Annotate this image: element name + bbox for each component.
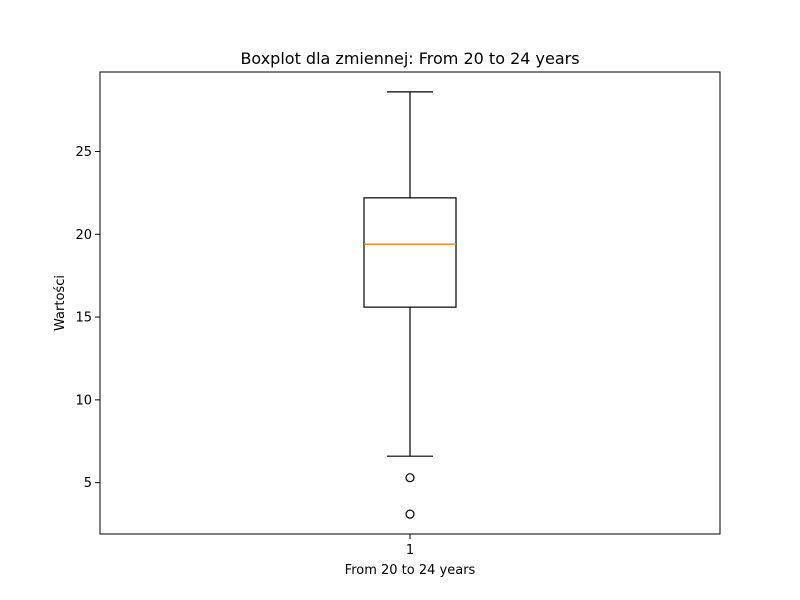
y-tick-label: 5 xyxy=(84,476,92,491)
y-axis-label: Wartości xyxy=(53,275,68,331)
y-tick-label: 25 xyxy=(75,145,92,160)
outlier-point xyxy=(405,473,415,483)
x-axis-label: From 20 to 24 years xyxy=(345,563,476,578)
box-iqr xyxy=(363,197,457,308)
outlier-point xyxy=(405,509,415,519)
chart-title: Boxplot dla zmiennej: From 20 to 24 year… xyxy=(240,49,579,68)
x-tick-label: 1 xyxy=(406,543,414,558)
plot-frame xyxy=(99,71,721,535)
y-tick-label: 20 xyxy=(75,228,92,243)
y-tick-label: 15 xyxy=(75,311,92,326)
y-tick-label: 10 xyxy=(75,393,92,408)
plot-area: 5 10 15 20 25 1 xyxy=(75,91,457,558)
